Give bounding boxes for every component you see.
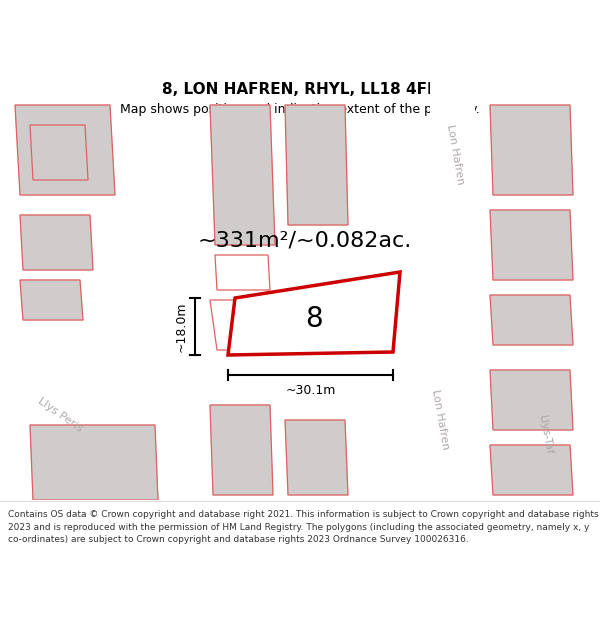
Polygon shape	[400, 50, 472, 500]
Text: 8, LON HAFREN, RHYL, LL18 4FE: 8, LON HAFREN, RHYL, LL18 4FE	[163, 81, 437, 96]
Polygon shape	[210, 105, 275, 245]
Polygon shape	[490, 370, 573, 430]
Text: ~18.0m: ~18.0m	[175, 301, 187, 352]
Text: 8: 8	[305, 305, 323, 333]
Polygon shape	[0, 360, 200, 500]
Polygon shape	[490, 445, 573, 495]
Polygon shape	[480, 350, 600, 470]
Polygon shape	[0, 360, 425, 390]
Text: Llys Peris: Llys Peris	[36, 396, 84, 434]
Text: Lon Hafren: Lon Hafren	[445, 124, 465, 186]
Polygon shape	[20, 280, 83, 320]
Polygon shape	[30, 425, 158, 500]
Text: Lon Hafren: Lon Hafren	[430, 389, 450, 451]
Text: Map shows position and indicative extent of the property.: Map shows position and indicative extent…	[120, 102, 480, 116]
Text: ~30.1m: ~30.1m	[286, 384, 335, 396]
Polygon shape	[210, 405, 273, 495]
Polygon shape	[430, 50, 475, 500]
Polygon shape	[490, 105, 573, 195]
Polygon shape	[228, 272, 400, 355]
Polygon shape	[20, 215, 93, 270]
Text: Llys-Taf: Llys-Taf	[536, 414, 553, 456]
Polygon shape	[490, 345, 600, 470]
Polygon shape	[285, 105, 348, 225]
Text: ~331m²/~0.082ac.: ~331m²/~0.082ac.	[198, 230, 412, 250]
Polygon shape	[490, 210, 573, 280]
Polygon shape	[0, 380, 210, 500]
Text: Contains OS data © Crown copyright and database right 2021. This information is : Contains OS data © Crown copyright and d…	[8, 510, 599, 544]
Polygon shape	[490, 295, 573, 345]
Polygon shape	[285, 420, 348, 495]
Polygon shape	[15, 105, 115, 195]
Polygon shape	[30, 125, 88, 180]
